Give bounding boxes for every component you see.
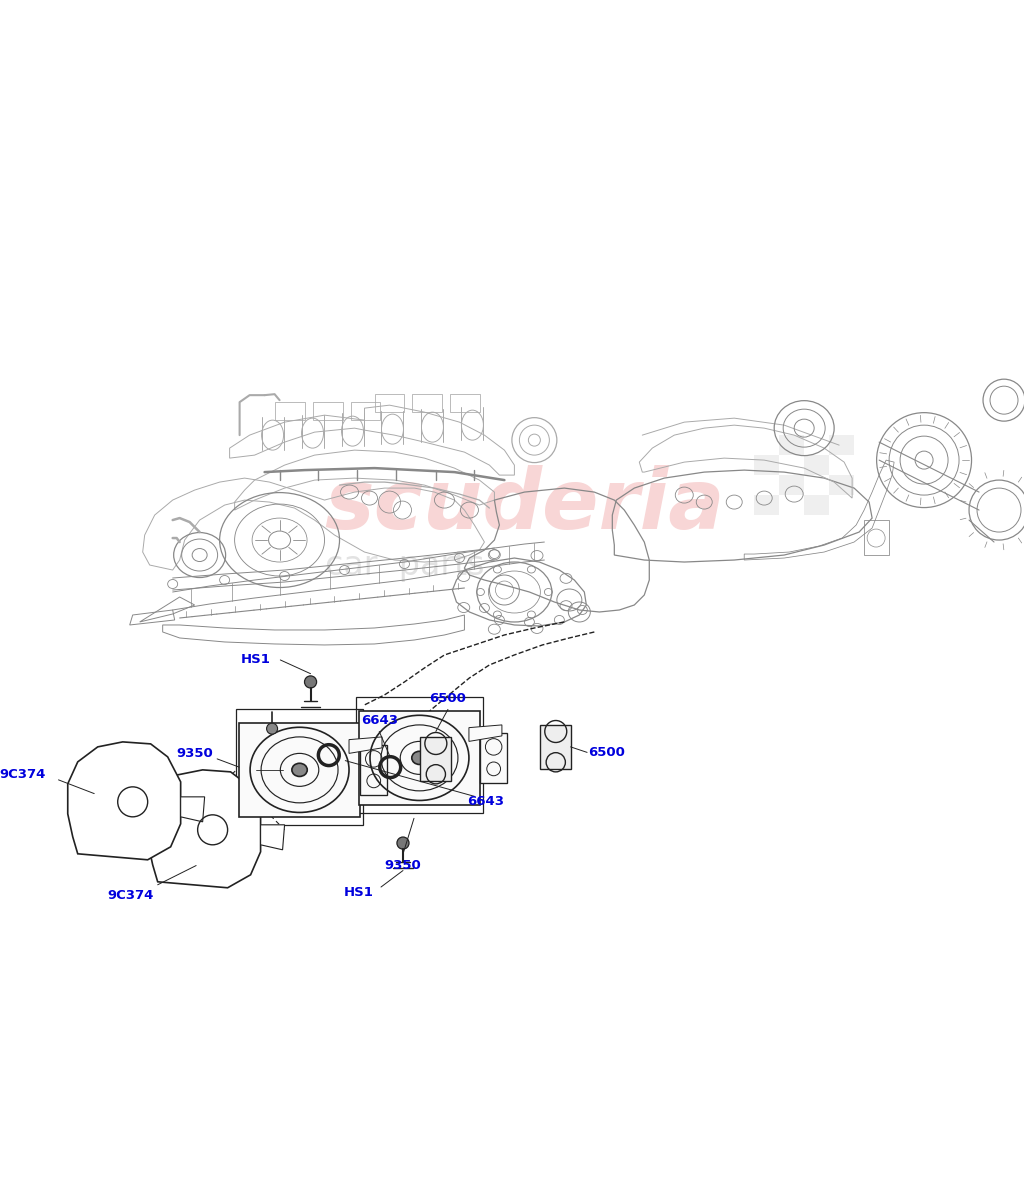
Text: 6500: 6500	[429, 692, 466, 704]
Text: 9350: 9350	[177, 746, 214, 760]
Ellipse shape	[292, 763, 307, 776]
Bar	[312, 402, 343, 420]
Bar	[779, 455, 804, 475]
Ellipse shape	[412, 751, 427, 764]
Polygon shape	[260, 824, 285, 850]
Bar	[804, 455, 829, 475]
Text: 9C374: 9C374	[106, 889, 154, 902]
Bar	[864, 520, 889, 556]
Polygon shape	[469, 725, 502, 742]
Polygon shape	[349, 737, 382, 754]
Bar	[755, 436, 779, 455]
Ellipse shape	[304, 676, 316, 688]
Text: 6643: 6643	[360, 714, 397, 727]
Bar	[274, 402, 304, 420]
Bar	[755, 496, 779, 515]
Bar	[240, 724, 360, 816]
Bar	[779, 496, 804, 515]
Bar	[779, 436, 804, 455]
Bar	[755, 475, 779, 496]
Text: 9C374: 9C374	[0, 768, 46, 781]
Bar	[779, 475, 804, 496]
Bar	[413, 394, 442, 412]
Text: 6643: 6643	[467, 796, 504, 809]
Text: HS1: HS1	[344, 886, 374, 899]
Text: car  parts: car parts	[325, 548, 484, 582]
Bar	[804, 436, 829, 455]
Bar	[541, 725, 570, 769]
Bar	[375, 394, 404, 412]
Polygon shape	[147, 770, 260, 888]
Bar	[360, 745, 387, 794]
Text: 9350: 9350	[385, 858, 421, 871]
Bar	[421, 737, 451, 781]
Bar	[804, 496, 829, 515]
Bar	[359, 712, 480, 804]
Bar	[829, 475, 854, 496]
Bar	[451, 394, 480, 412]
Bar	[829, 496, 854, 515]
Bar	[829, 455, 854, 475]
Text: scuderia: scuderia	[325, 464, 725, 546]
Bar	[237, 709, 362, 824]
Bar	[755, 455, 779, 475]
Ellipse shape	[397, 838, 409, 850]
Ellipse shape	[266, 724, 278, 734]
Bar	[356, 697, 482, 812]
Text: HS1: HS1	[241, 654, 270, 666]
Polygon shape	[180, 797, 205, 822]
Text: 6500: 6500	[588, 746, 625, 758]
Bar	[350, 402, 381, 420]
Bar	[480, 733, 508, 782]
Polygon shape	[68, 742, 180, 859]
Bar	[804, 475, 829, 496]
Bar	[829, 436, 854, 455]
